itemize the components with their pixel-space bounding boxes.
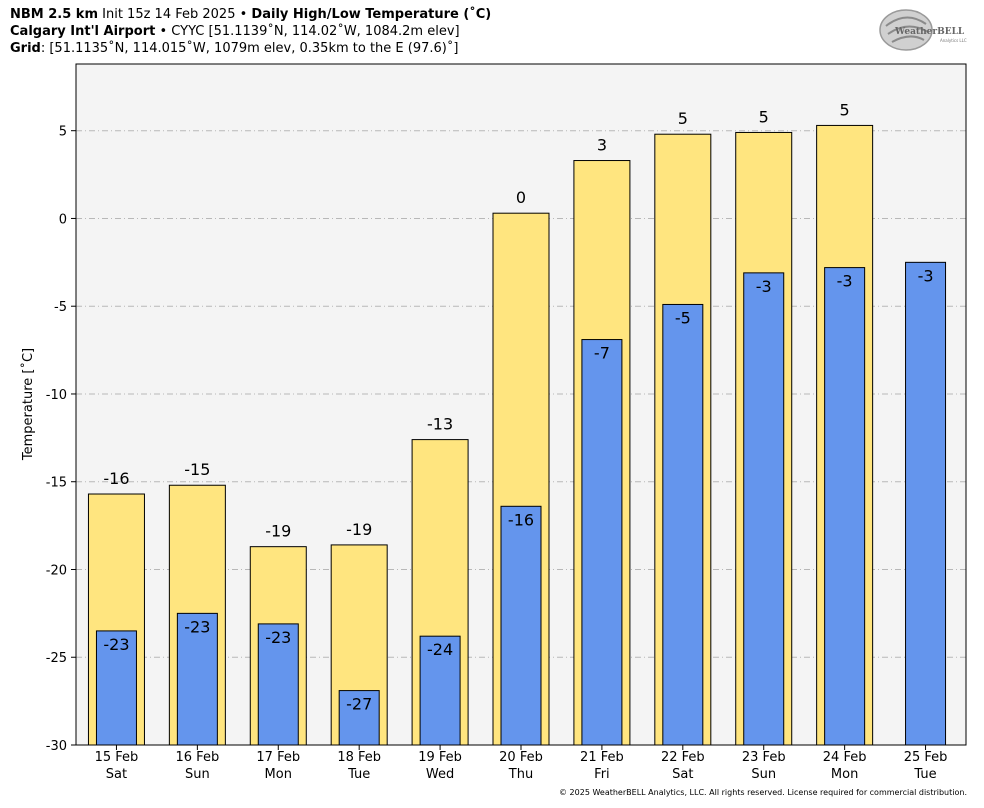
high-label: 5 [840,100,850,119]
x-tick-day: Tue [347,767,370,782]
chart-title: NBM 2.5 km Init 15z 14 Feb 2025 • Daily … [10,6,491,23]
low-label: -5 [675,308,691,327]
logo-subtext: Analytics LLC [940,38,967,43]
bars [87,124,947,746]
plot-frame [75,63,967,746]
x-tick-date: 23 Feb [742,750,786,765]
station-separator: • [159,24,168,39]
x-tick-day: Mon [831,767,858,782]
x-tick-date: 24 Feb [823,750,867,765]
x-tick-date: 17 Feb [256,750,300,765]
station-line: Calgary Int'l Airport • CYYC [51.1139˚N,… [10,23,460,40]
low-label: -3 [756,277,772,296]
high-label: -19 [265,522,291,541]
high-label: -13 [427,415,453,434]
title-separator: • [239,7,248,22]
low-label: -3 [837,272,853,291]
x-tick-day: Sun [751,767,776,782]
y-tick-label: -30 [46,739,67,754]
low-bar [824,267,866,746]
low-bar [176,612,218,746]
x-tick-day: Sat [106,767,127,782]
low-label: -24 [427,640,453,659]
high-label: 5 [759,107,769,126]
x-tick-day: Sun [185,767,210,782]
logo-text: WeatherBELL [894,27,965,37]
x-tick-date: 16 Feb [176,750,220,765]
x-tick-date: 18 Feb [337,750,381,765]
x-tick-date: 22 Feb [661,750,705,765]
high-label: 0 [516,188,526,207]
high-label: -16 [103,469,129,488]
data-labels: -16 -23 -15 -23 -19 -23 -19 -27 -13 -24 0 -16 3 -7 5 -5… [103,100,933,713]
init-time: Init 15z 14 Feb 2025 [102,7,236,22]
low-bar [257,623,299,746]
low-label: -23 [184,617,210,636]
x-tick-day: Fri [594,767,610,782]
x-tick-day: Sat [672,767,693,782]
low-label: -27 [346,695,372,714]
low-bar [338,690,380,746]
high-label: -19 [346,520,372,539]
x-tick-date: 15 Feb [95,750,139,765]
x-axis: 15 Feb Sat 16 Feb Sun 17 Feb Mon 18 Feb Tue 19 F… [95,745,948,782]
x-tick-date: 20 Feb [499,750,543,765]
product-name: Daily High/Low Temperature (˚C) [251,7,492,22]
x-tick-day: Thu [508,767,533,782]
x-tick-date: 21 Feb [580,750,624,765]
x-tick-date: 19 Feb [418,750,462,765]
grid-line: Grid: [51.1135˚N, 114.015˚W, 1079m elev,… [10,40,458,57]
low-label: -23 [265,628,291,647]
low-bar [905,261,947,746]
high-label: 3 [597,136,607,155]
x-tick-date: 25 Feb [904,750,948,765]
low-label: -7 [594,344,610,363]
model-name: NBM 2.5 km [10,7,98,22]
copyright-notice: © 2025 WeatherBELL Analytics, LLC. All r… [559,788,967,797]
y-tick-label: 5 [59,125,67,140]
y-axis: 5 0 -5 -10 -15 -20 -25 -30 [46,125,76,754]
low-bar [419,635,461,746]
weatherbell-logo: WeatherBELL Analytics LLC [879,9,967,51]
x-tick-day: Wed [426,767,454,782]
low-label: -16 [508,510,534,529]
low-bar [662,303,704,746]
y-tick-label: -25 [46,651,67,666]
station-info: CYYC [51.1139˚N, 114.02˚W, 1084.2m elev] [171,24,460,39]
grid-info: : [51.1135˚N, 114.015˚W, 1079m elev, 0.3… [40,41,459,56]
low-bar [581,339,623,746]
y-tick-label: -10 [46,388,67,403]
grid-label: Grid [10,41,41,56]
y-tick-label: -5 [54,300,67,315]
x-tick-day: Mon [265,767,292,782]
y-tick-label: 0 [59,212,67,227]
station-name: Calgary Int'l Airport [10,24,156,39]
y-tick-label: -20 [46,563,67,578]
low-bar [743,272,785,746]
high-label: -15 [184,460,210,479]
y-tick-label: -15 [46,476,67,491]
high-label: 5 [678,109,688,128]
low-bar [95,630,137,746]
low-bar [500,505,542,746]
y-axis-label: Temperature [˚C] [20,348,36,461]
low-label: -3 [918,266,934,285]
low-label: -23 [103,635,129,654]
x-tick-day: Tue [913,767,936,782]
